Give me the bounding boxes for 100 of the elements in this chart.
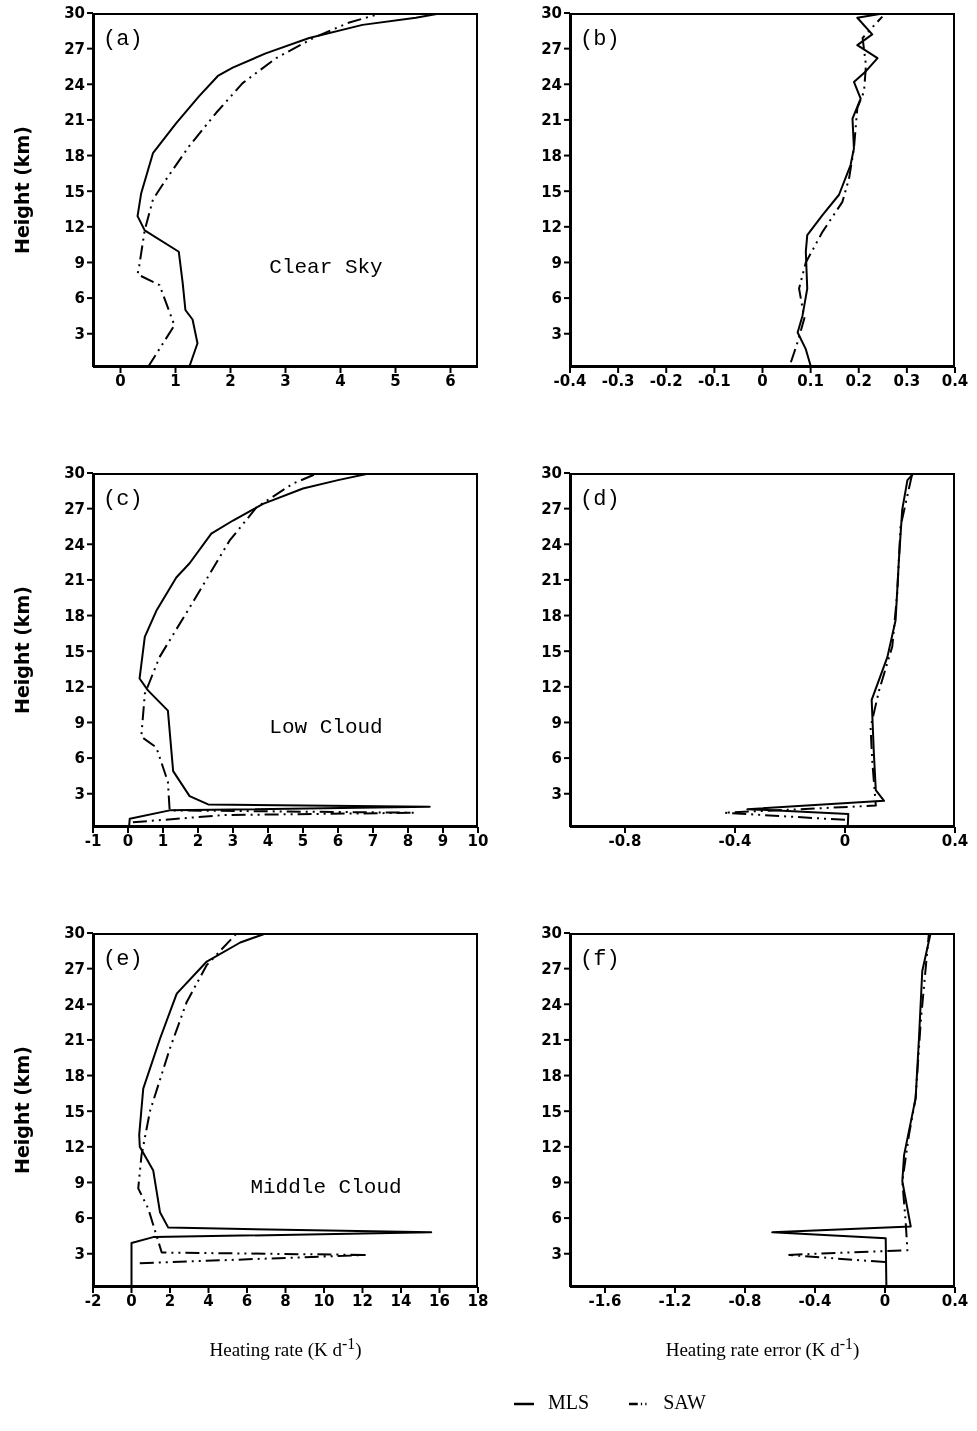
y-tick-label: 9 <box>74 713 85 732</box>
y-axis-title: Height (km) <box>10 586 33 714</box>
y-tick-label: 24 <box>64 995 85 1014</box>
x-tick-label: -1.6 <box>588 1291 622 1310</box>
x-tick-label: 12 <box>352 1291 373 1310</box>
annotation: (d) <box>580 487 620 512</box>
y-tick-label: 3 <box>74 785 85 804</box>
y-tick-label: 12 <box>64 218 85 237</box>
y-tick-label: 24 <box>541 995 562 1014</box>
x-tick-label: 2 <box>192 831 204 850</box>
y-tick-label: 27 <box>64 39 85 58</box>
x-tick-label: 0.4 <box>941 831 969 850</box>
x-tick-label: -2 <box>84 1291 102 1310</box>
y-tick-label: 21 <box>541 1031 562 1050</box>
x-tick-label: -0.4 <box>798 1291 832 1310</box>
x-tick-label: 6 <box>445 371 456 390</box>
y-tick-label: 15 <box>64 1102 85 1121</box>
annotation: (a) <box>103 27 143 52</box>
y-tick-label: 21 <box>64 1031 85 1050</box>
y-tick-label: 9 <box>551 1173 562 1192</box>
y-tick-label: 27 <box>541 499 562 518</box>
x-tick-label: 0.2 <box>845 371 873 390</box>
y-tick-label: 30 <box>541 4 562 23</box>
x-tick-label: -0.2 <box>649 371 683 390</box>
y-tick-label: 15 <box>541 642 562 661</box>
y-tick-label: 15 <box>541 1102 562 1121</box>
y-tick-label: 30 <box>541 464 562 483</box>
x-tick-label: 0.4 <box>941 1291 969 1310</box>
y-tick-label: 21 <box>64 111 85 130</box>
x-tick-label: -0.3 <box>601 371 635 390</box>
x-tick-label: 0.3 <box>893 371 921 390</box>
x-tick-label: 1 <box>170 371 181 390</box>
y-tick-label: 30 <box>64 464 85 483</box>
y-tick-label: 15 <box>64 642 85 661</box>
x-tick-label: 0.4 <box>941 371 969 390</box>
annotation: (b) <box>580 27 620 52</box>
x-tick-label: 5 <box>297 831 309 850</box>
x-tick-label: -0.1 <box>697 371 731 390</box>
y-tick-label: 24 <box>64 535 85 554</box>
y-tick-label: 27 <box>541 959 562 978</box>
legend-label: SAW <box>663 1391 706 1413</box>
x-tick-label: -1 <box>84 831 102 850</box>
y-tick-label: 6 <box>551 289 562 308</box>
x-tick-label: 10 <box>313 1291 335 1310</box>
y-axis-title: Height (km) <box>10 126 33 254</box>
annotation: (e) <box>103 947 143 972</box>
y-tick-label: 27 <box>541 39 562 58</box>
annotation: Clear Sky <box>269 256 383 279</box>
y-tick-label: 18 <box>541 1066 562 1085</box>
x-tick-label: 10 <box>467 831 489 850</box>
x-tick-label: 6 <box>241 1291 253 1310</box>
annotation: Middle Cloud <box>250 1176 402 1199</box>
x-tick-label: 1 <box>157 831 169 850</box>
y-tick-label: 21 <box>64 571 85 590</box>
y-tick-label: 24 <box>541 75 562 94</box>
x-tick-label: 4 <box>203 1291 214 1310</box>
y-tick-label: 30 <box>64 4 85 23</box>
y-tick-label: 6 <box>74 289 85 308</box>
y-tick-label: 9 <box>74 253 85 272</box>
y-tick-label: 15 <box>64 182 85 201</box>
y-tick-label: 18 <box>64 606 85 625</box>
y-axis-title: Height (km) <box>10 1046 33 1174</box>
y-tick-label: 12 <box>541 1138 562 1157</box>
x-tick-label: -0.8 <box>728 1291 762 1310</box>
y-tick-label: 12 <box>541 678 562 697</box>
x-tick-label: 18 <box>467 1291 489 1310</box>
x-tick-label: 8 <box>402 831 414 850</box>
y-tick-label: 3 <box>551 785 562 804</box>
y-tick-label: 12 <box>64 1138 85 1157</box>
y-tick-label: 6 <box>74 749 85 768</box>
x-tick-label: 0 <box>879 1291 891 1310</box>
x-tick-label: 2 <box>164 1291 176 1310</box>
y-tick-label: 27 <box>64 499 85 518</box>
y-tick-label: 9 <box>74 1173 85 1192</box>
x-tick-label: 0 <box>122 831 134 850</box>
x-tick-label: -0.4 <box>553 371 587 390</box>
y-tick-label: 30 <box>64 924 85 943</box>
x-axis-title: Heating rate error (K d$^{-1}$) <box>664 1335 861 1362</box>
x-tick-label: 4 <box>262 831 274 850</box>
x-tick-label: -0.4 <box>718 831 752 850</box>
x-tick-label: 3 <box>280 371 291 390</box>
x-tick-label: 9 <box>437 831 449 850</box>
x-tick-label: 0 <box>126 1291 137 1310</box>
y-tick-label: 18 <box>541 606 562 625</box>
y-tick-label: 12 <box>64 678 85 697</box>
y-tick-label: 15 <box>541 182 562 201</box>
y-tick-label: 6 <box>551 1209 562 1228</box>
x-tick-label: 16 <box>429 1291 450 1310</box>
x-axis-title: Heating rate (K d$^{-1}$) <box>208 1335 363 1362</box>
x-tick-label: 14 <box>390 1291 412 1310</box>
x-tick-label: 5 <box>390 371 401 390</box>
y-tick-label: 3 <box>74 325 85 344</box>
x-tick-label: 6 <box>332 831 344 850</box>
y-tick-label: 24 <box>64 75 85 94</box>
y-tick-label: 24 <box>541 535 562 554</box>
x-tick-label: 0 <box>757 371 768 390</box>
x-tick-label: 2 <box>225 371 236 390</box>
y-tick-label: 9 <box>551 713 562 732</box>
y-tick-label: 21 <box>541 571 562 590</box>
y-tick-label: 6 <box>551 749 562 768</box>
